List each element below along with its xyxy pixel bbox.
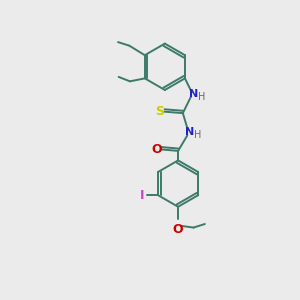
Text: S: S	[155, 105, 164, 118]
Text: H: H	[198, 92, 205, 102]
Text: O: O	[151, 143, 162, 156]
Text: H: H	[194, 130, 201, 140]
Text: N: N	[189, 89, 198, 99]
Text: O: O	[173, 223, 183, 236]
Text: N: N	[185, 128, 194, 137]
Text: I: I	[140, 189, 145, 202]
